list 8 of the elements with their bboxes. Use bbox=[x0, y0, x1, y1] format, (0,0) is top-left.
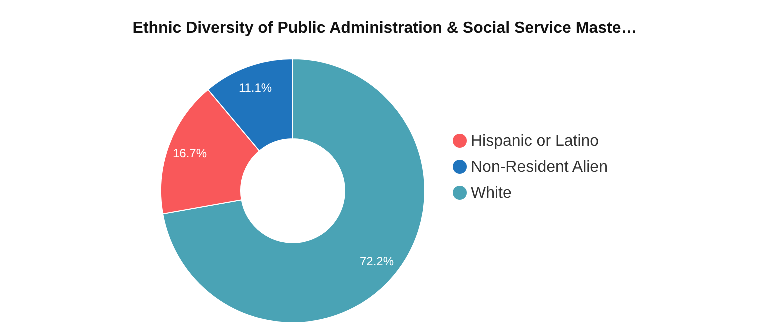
legend-label: White bbox=[471, 184, 512, 202]
chart-title: Ethnic Diversity of Public Administration & Social Service Maste… bbox=[132, 20, 638, 38]
data-label: 11.1% bbox=[238, 80, 272, 95]
data-label: 72.2% bbox=[360, 254, 394, 268]
legend-label: Non-Resident Alien bbox=[471, 158, 608, 176]
legend-label: Hispanic or Latino bbox=[471, 132, 600, 150]
data-label: 16.7% bbox=[172, 146, 208, 161]
donut-slice bbox=[162, 58, 426, 324]
